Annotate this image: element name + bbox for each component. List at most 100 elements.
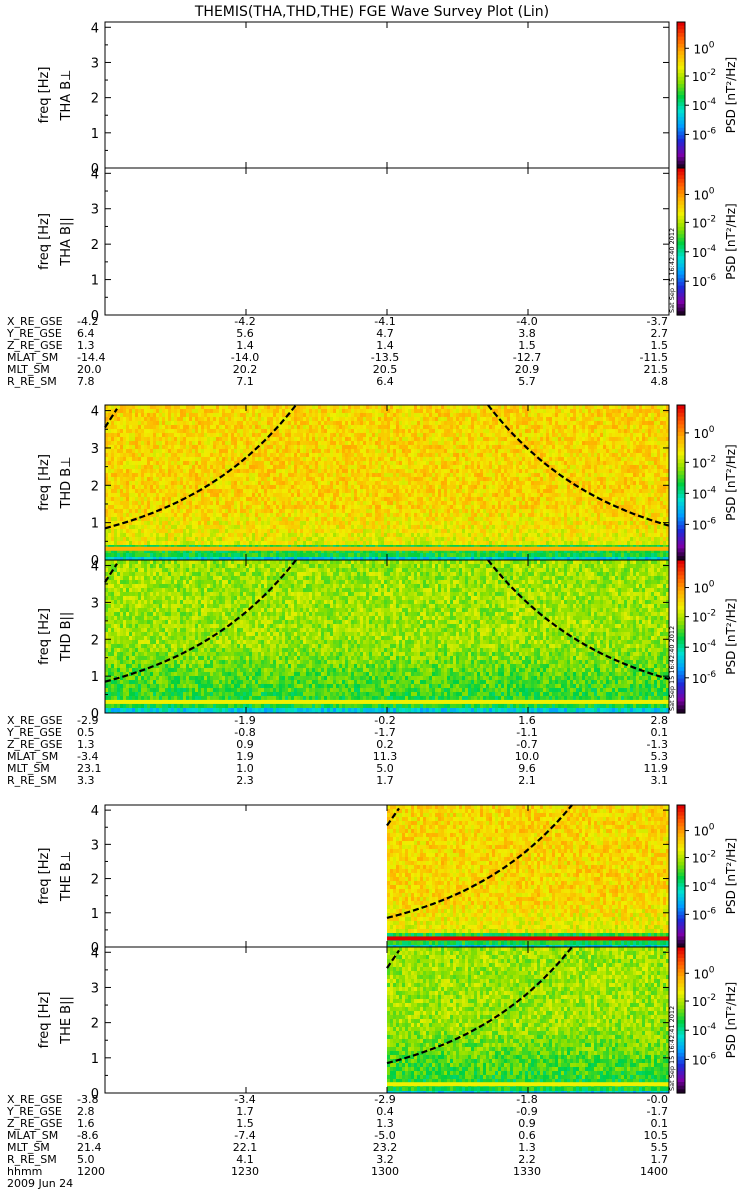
heatmap-cell [201, 509, 204, 513]
heatmap-cell [363, 525, 366, 529]
heatmap-cell [270, 437, 273, 441]
heatmap-cell [141, 417, 144, 421]
heatmap-cell [195, 437, 198, 441]
heatmap-cell [450, 529, 453, 533]
heatmap-cell [123, 505, 126, 509]
heatmap-cell [141, 505, 144, 509]
heatmap-cell [387, 505, 390, 509]
heatmap-cell [339, 477, 342, 481]
heatmap-cell [441, 433, 444, 437]
heatmap-cell [249, 533, 252, 537]
heatmap-cell [441, 481, 444, 485]
heatmap-cell [312, 505, 315, 509]
heatmap-cell [366, 477, 369, 481]
heatmap-cell [264, 489, 267, 493]
heatmap-cell [258, 485, 261, 489]
heatmap-cell [252, 433, 255, 437]
heatmap-cell [195, 533, 198, 537]
heatmap-cell [282, 457, 285, 461]
heatmap-cell [348, 409, 351, 413]
heatmap-cell [351, 413, 354, 417]
heatmap-cell [291, 445, 294, 449]
heatmap-cell [261, 461, 264, 465]
heatmap-cell [276, 529, 279, 533]
heatmap-cell [294, 497, 297, 501]
heatmap-cell [393, 441, 396, 445]
heatmap-cell [192, 553, 195, 557]
heatmap-cell [279, 405, 282, 409]
heatmap-cell [252, 425, 255, 429]
heatmap-cell [123, 461, 126, 465]
heatmap-cell [303, 421, 306, 425]
heatmap-cell [195, 525, 198, 529]
heatmap-cell [375, 533, 378, 537]
heatmap-cell [186, 473, 189, 477]
heatmap-cell [213, 505, 216, 509]
heatmap-cell [348, 433, 351, 437]
heatmap-cell [375, 517, 378, 521]
heatmap-cell [255, 553, 258, 557]
heatmap-cell [396, 417, 399, 421]
heatmap-cell [258, 413, 261, 417]
heatmap-cell [192, 497, 195, 501]
heatmap-cell [216, 529, 219, 533]
heatmap-cell [396, 481, 399, 485]
heatmap-cell [435, 525, 438, 529]
heatmap-cell [273, 533, 276, 537]
heatmap-cell [267, 529, 270, 533]
heatmap-cell [180, 509, 183, 513]
heatmap-cell [420, 429, 423, 433]
heatmap-cell [273, 441, 276, 445]
heatmap-cell [117, 553, 120, 557]
heatmap-cell [246, 441, 249, 445]
heatmap-cell [255, 469, 258, 473]
heatmap-cell [396, 513, 399, 517]
heatmap-cell [426, 437, 429, 441]
heatmap-cell [213, 413, 216, 417]
heatmap-cell [411, 541, 414, 545]
heatmap-cell [456, 493, 459, 497]
heatmap-cell [393, 413, 396, 417]
heatmap-cell [423, 421, 426, 425]
heatmap-cell [372, 521, 375, 525]
heatmap-cell [306, 409, 309, 413]
heatmap-cell [210, 485, 213, 489]
heatmap-cell [261, 521, 264, 525]
colorbar-swatch [677, 293, 685, 297]
heatmap-cell [267, 473, 270, 477]
heatmap-cell [441, 409, 444, 413]
heatmap-cell [210, 517, 213, 521]
heatmap-cell [165, 409, 168, 413]
heatmap-cell [264, 453, 267, 457]
heatmap-cell [414, 537, 417, 541]
heatmap-cell [285, 425, 288, 429]
heatmap-cell [354, 489, 357, 493]
heatmap-cell [180, 533, 183, 537]
heatmap-cell [234, 477, 237, 481]
heatmap-cell [444, 445, 447, 449]
heatmap-cell [294, 509, 297, 513]
heatmap-cell [444, 405, 447, 409]
heatmap-cell [354, 525, 357, 529]
heatmap-cell [210, 533, 213, 537]
heatmap-cell [189, 509, 192, 513]
heatmap-cell [156, 553, 159, 557]
heatmap-cell [312, 429, 315, 433]
heatmap-cell [210, 477, 213, 481]
heatmap-cell [363, 417, 366, 421]
heatmap-cell [285, 533, 288, 537]
heatmap-cell [258, 433, 261, 437]
heatmap-cell [378, 525, 381, 529]
heatmap-cell [147, 529, 150, 533]
heatmap-cell [426, 473, 429, 477]
heatmap-cell [156, 453, 159, 457]
heatmap-cell [180, 541, 183, 545]
heatmap-cell [219, 469, 222, 473]
heatmap-cell [255, 461, 258, 465]
heatmap-cell [117, 481, 120, 485]
heatmap-cell [390, 441, 393, 445]
heatmap-cell [453, 509, 456, 513]
heatmap-cell [381, 457, 384, 461]
heatmap-cell [192, 453, 195, 457]
heatmap-cell [156, 445, 159, 449]
